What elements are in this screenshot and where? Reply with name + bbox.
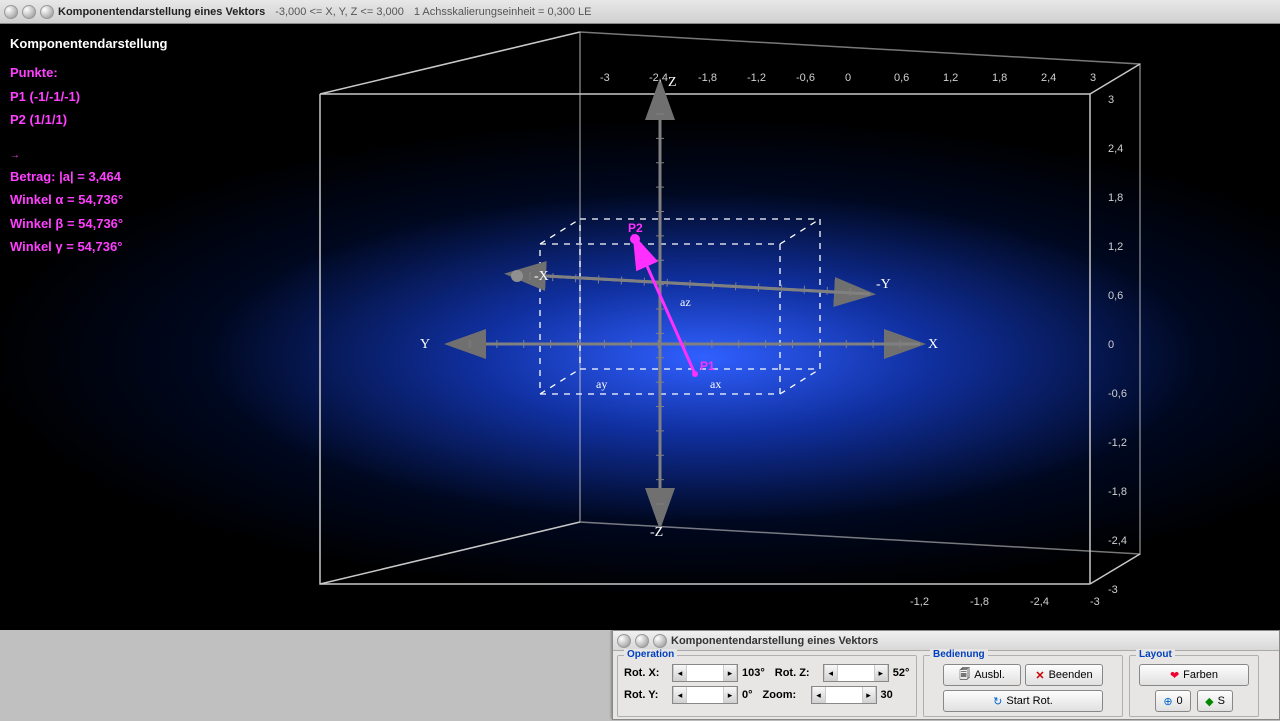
right-tick-label: 1,8 <box>1108 192 1123 204</box>
start-rotation-button[interactable]: ↻Start Rot. <box>943 690 1103 712</box>
top-tick-label: 1,2 <box>943 72 958 84</box>
top-tick-label: 0 <box>845 72 851 84</box>
axis-labels: Z -Z X Y -Y -X ax ay az <box>420 75 938 540</box>
right-tick-label: -0,6 <box>1108 388 1127 400</box>
snapshot-button[interactable]: ◆S <box>1197 690 1233 712</box>
rotx-spinner[interactable]: ◂▸ <box>672 664 738 682</box>
window-range: -3,000 <= X, Y, Z <= 3,000 <box>275 6 404 18</box>
svg-text:az: az <box>680 295 691 309</box>
value-roty: 0° <box>742 689 753 701</box>
top-tick-label: 3 <box>1090 72 1096 84</box>
print-icon: 🗐 <box>959 666 970 685</box>
group-operation: Operation Rot. X: ◂▸ 103° Rot. Z: ◂▸ 52°… <box>617 655 917 717</box>
top-tick-label: -1,2 <box>747 72 766 84</box>
group-label-layout: Layout <box>1136 649 1175 660</box>
group-label-bedienung: Bedienung <box>930 649 988 660</box>
scene-svg: Z -Z X Y -Y -X ax ay az P1 P2 <box>0 24 1280 630</box>
farben-button[interactable]: ❤Farben <box>1139 664 1249 686</box>
arrow-left-icon[interactable]: ◂ <box>673 665 687 681</box>
right-tick-label: 2,4 <box>1108 143 1123 155</box>
label-rotx: Rot. X: <box>624 667 668 679</box>
window-orb-icon <box>40 5 54 19</box>
top-tick-label: -0,6 <box>796 72 815 84</box>
label-zoom: Zoom: <box>763 689 807 701</box>
roty-spinner[interactable]: ◂▸ <box>672 686 738 704</box>
right-tick-label: 1,2 <box>1108 241 1123 253</box>
top-tick-label: -2,4 <box>649 72 668 84</box>
close-icon: ✕ <box>1035 669 1044 682</box>
top-tick-label: 2,4 <box>1041 72 1056 84</box>
value-rotx: 103° <box>742 667 765 679</box>
svg-text:-X: -X <box>534 269 549 284</box>
right-tick-label: -1,8 <box>1108 486 1127 498</box>
point-p1 <box>692 371 698 377</box>
arrow-left-icon[interactable]: ◂ <box>812 687 826 703</box>
zoom-spinner[interactable]: ◂▸ <box>811 686 877 704</box>
value-zoom: 30 <box>881 689 893 701</box>
bottom-tick-label: -2,4 <box>1030 596 1049 608</box>
bottom-tick-label: -1,8 <box>970 596 989 608</box>
svg-text:Y: Y <box>420 337 430 352</box>
window-orb-icon <box>4 5 18 19</box>
right-tick-label: -1,2 <box>1108 437 1127 449</box>
arrow-right-icon[interactable]: ▸ <box>723 665 737 681</box>
right-tick-label: -3 <box>1108 584 1118 596</box>
point-p2 <box>630 234 640 244</box>
panel-orb-icon <box>653 634 667 648</box>
bounding-cube <box>320 32 1140 584</box>
viewport-3d[interactable]: Komponentendarstellung Punkte: P1 (-1/-1… <box>0 24 1280 630</box>
top-tick-label: 1,8 <box>992 72 1007 84</box>
right-tick-label: 3 <box>1108 94 1114 106</box>
ausbl-button[interactable]: 🗐Ausbl. <box>943 664 1021 686</box>
rotz-spinner[interactable]: ◂▸ <box>823 664 889 682</box>
refresh-icon: ↻ <box>993 695 1002 708</box>
top-tick-label: -1,8 <box>698 72 717 84</box>
window-scale: 1 Achsskalierungseinheit = 0,300 LE <box>414 6 592 18</box>
panel-orb-icon <box>617 634 631 648</box>
snapshot-icon: ◆ <box>1205 695 1213 708</box>
svg-text:Z: Z <box>668 75 677 90</box>
palette-icon: ❤ <box>1170 669 1179 682</box>
panel-title-bar[interactable]: Komponentendarstellung eines Vektors <box>613 631 1279 651</box>
arrow-right-icon[interactable]: ▸ <box>723 687 737 703</box>
svg-text:-Z: -Z <box>650 525 663 540</box>
right-tick-label: 0 <box>1108 339 1114 351</box>
svg-text:ax: ax <box>710 377 721 391</box>
arrow-right-icon[interactable]: ▸ <box>862 687 876 703</box>
label-rotz: Rot. Z: <box>775 667 819 679</box>
group-bedienung: Bedienung 🗐Ausbl. ✕Beenden ↻Start Rot. <box>923 655 1123 717</box>
window-title: Komponentendarstellung eines Vektors <box>58 6 265 18</box>
panel-title: Komponentendarstellung eines Vektors <box>671 635 878 647</box>
label-roty: Rot. Y: <box>624 689 668 701</box>
value-rotz: 52° <box>893 667 910 679</box>
axis-end-sphere <box>511 270 523 282</box>
svg-text:P2: P2 <box>628 221 643 235</box>
axis-ticks <box>470 114 900 504</box>
svg-text:P1: P1 <box>700 359 715 373</box>
right-tick-label: -2,4 <box>1108 535 1127 547</box>
control-panel: Komponentendarstellung eines Vektors Ope… <box>612 630 1280 720</box>
reset-center-button[interactable]: ⊕0 <box>1155 690 1191 712</box>
beenden-button[interactable]: ✕Beenden <box>1025 664 1103 686</box>
bottom-tick-label: -3 <box>1090 596 1100 608</box>
panel-orb-icon <box>635 634 649 648</box>
arrow-left-icon[interactable]: ◂ <box>824 665 838 681</box>
svg-text:ay: ay <box>596 377 607 391</box>
window-orb-icon <box>22 5 36 19</box>
group-label-operation: Operation <box>624 649 677 660</box>
right-tick-label: 0,6 <box>1108 290 1123 302</box>
top-tick-label: 0,6 <box>894 72 909 84</box>
bottom-tick-label: -1,2 <box>910 596 929 608</box>
group-layout: Layout ❤Farben ⊕0 ◆S <box>1129 655 1259 717</box>
arrow-left-icon[interactable]: ◂ <box>673 687 687 703</box>
top-tick-label: -3 <box>600 72 610 84</box>
svg-text:-Y: -Y <box>876 277 891 292</box>
center-icon: ⊕ <box>1163 695 1172 708</box>
arrow-right-icon[interactable]: ▸ <box>874 665 888 681</box>
window-title-bar: Komponentendarstellung eines Vektors -3,… <box>0 0 1280 24</box>
svg-text:X: X <box>928 337 938 352</box>
